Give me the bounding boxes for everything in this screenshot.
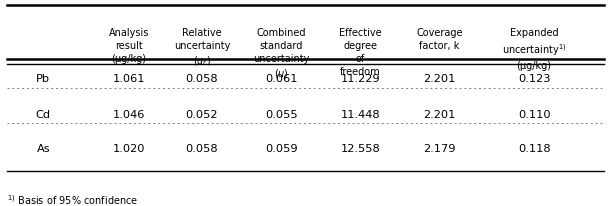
Text: 0.061: 0.061 <box>265 74 298 84</box>
Text: Coverage
factor, k: Coverage factor, k <box>416 28 463 51</box>
Text: As: As <box>37 143 50 153</box>
Text: 0.058: 0.058 <box>186 143 218 153</box>
Text: $^{1)}$ Basis of 95% confidence: $^{1)}$ Basis of 95% confidence <box>7 192 138 206</box>
Text: 1.020: 1.020 <box>112 143 145 153</box>
Text: 0.052: 0.052 <box>186 109 218 119</box>
Text: 0.055: 0.055 <box>265 109 298 119</box>
Text: 2.179: 2.179 <box>423 143 456 153</box>
Text: 0.110: 0.110 <box>518 109 551 119</box>
Text: 0.123: 0.123 <box>518 74 551 84</box>
Text: 1.046: 1.046 <box>112 109 145 119</box>
Text: Pb: Pb <box>36 74 51 84</box>
Text: 2.201: 2.201 <box>423 74 456 84</box>
Text: Relative
uncertainty
$(u_r)$: Relative uncertainty $(u_r)$ <box>174 28 230 68</box>
Text: 0.058: 0.058 <box>186 74 218 84</box>
Text: 1.061: 1.061 <box>112 74 145 84</box>
Text: Analysis
result
(μg/kg): Analysis result (μg/kg) <box>109 28 149 64</box>
Text: 11.229: 11.229 <box>340 74 380 84</box>
Text: Expanded
uncertainty$^{1)}$
(μg/kg): Expanded uncertainty$^{1)}$ (μg/kg) <box>502 28 566 71</box>
Text: 12.558: 12.558 <box>340 143 380 153</box>
Text: Combined
standard
uncertainty
$(u)$: Combined standard uncertainty $(u)$ <box>253 28 309 80</box>
Text: Effective
degree
of
freedom: Effective degree of freedom <box>339 28 382 76</box>
Text: Cd: Cd <box>36 109 51 119</box>
Text: 0.118: 0.118 <box>518 143 551 153</box>
Text: 0.059: 0.059 <box>265 143 298 153</box>
Text: 11.448: 11.448 <box>340 109 380 119</box>
Text: 2.201: 2.201 <box>423 109 456 119</box>
